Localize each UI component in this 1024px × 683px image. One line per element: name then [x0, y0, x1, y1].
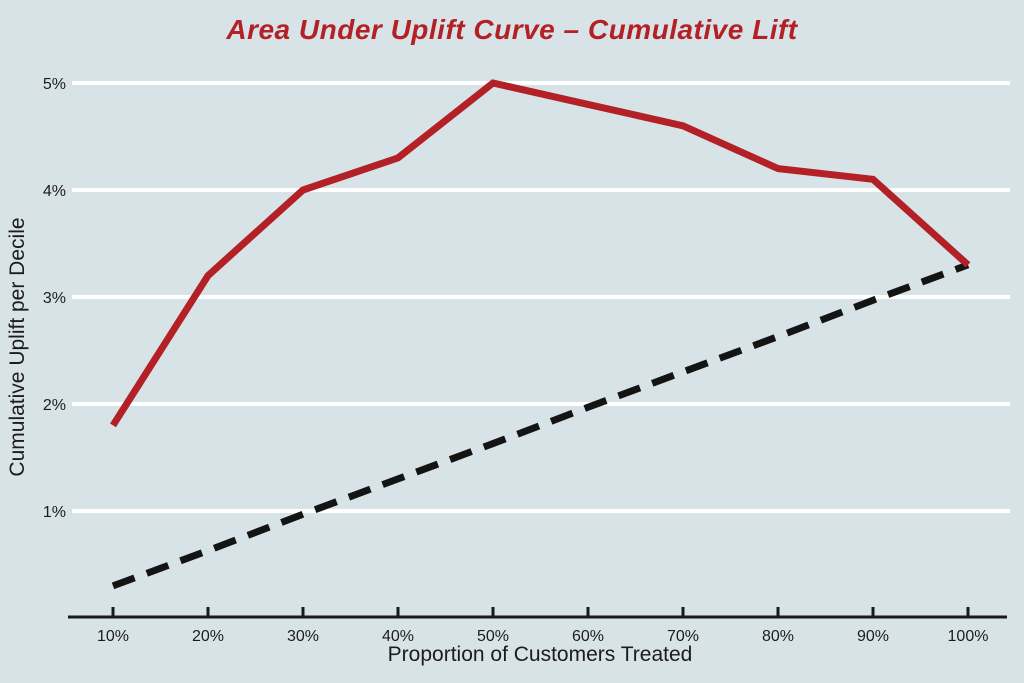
y-tick-label: 5% [43, 76, 66, 93]
x-tick-label: 10% [97, 628, 129, 645]
x-tick-label: 50% [477, 628, 509, 645]
x-tick-label: 30% [287, 628, 319, 645]
y-axis-title: Cumulative Uplift per Decile [6, 217, 29, 477]
x-axis-title: Proportion of Customers Treated [387, 643, 693, 666]
y-tick-label: 2% [43, 397, 66, 414]
y-tick-label: 3% [43, 290, 66, 307]
y-tick-label: 4% [43, 183, 66, 200]
chart-title: Area Under Uplift Curve – Cumulative Lif… [226, 14, 798, 45]
x-tick-label: 60% [572, 628, 604, 645]
x-tick-label: 40% [382, 628, 414, 645]
x-tick-label: 70% [667, 628, 699, 645]
x-tick-label: 90% [857, 628, 889, 645]
x-tick-label: 80% [762, 628, 794, 645]
y-tick-label: 1% [43, 504, 66, 521]
x-tick-label: 100% [948, 628, 989, 645]
x-tick-label: 20% [192, 628, 224, 645]
series-line-random-targeting-baseline [111, 261, 970, 590]
series-line-uplift-model-curve [110, 79, 971, 428]
